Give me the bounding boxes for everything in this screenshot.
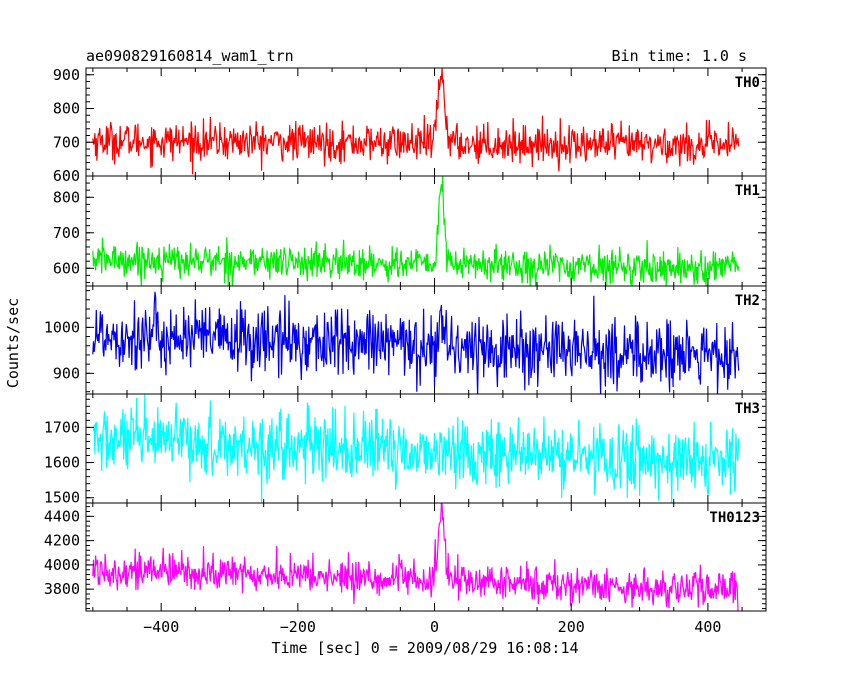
y-tick-label: 1000	[44, 318, 80, 336]
y-tick-label: 900	[53, 364, 80, 382]
panel-th0123: 3800 4000 4200 4400 TH0123	[44, 502, 767, 612]
y-tick-label: 3800	[44, 580, 80, 598]
source-name-label: ae090829160814_wam1_trn	[86, 47, 294, 65]
y-tick-label: 800	[53, 100, 80, 118]
y-tick-label: 1600	[44, 454, 80, 472]
y-tick-label: 700	[53, 224, 80, 242]
x-tick-label: 400	[694, 618, 721, 636]
panel-label-th2: TH2	[735, 293, 760, 309]
y-tick-label: 1500	[44, 489, 80, 507]
series-th0	[92, 68, 740, 175]
x-axis-label: Time [sec] 0 = 2009/08/29 16:08:14	[271, 639, 578, 657]
series-th1	[92, 176, 740, 286]
series-th2	[92, 291, 740, 394]
y-axis-label: Counts/sec	[4, 298, 22, 388]
panel-th1: 600 700 800 TH1	[53, 175, 767, 287]
y-tick-label: 600	[53, 259, 80, 277]
x-tick-label: 200	[558, 618, 585, 636]
panel-th0: 600 700 800 900 TH0	[53, 66, 767, 185]
y-tick-label: 4400	[44, 507, 80, 525]
y-tick-label: 600	[53, 167, 80, 185]
series-th0123	[92, 503, 739, 611]
panel-label-th0: TH0	[735, 75, 760, 91]
y-tick-label: 800	[53, 188, 80, 206]
x-tick-label: −200	[280, 618, 316, 636]
x-tick-label: −400	[143, 618, 179, 636]
panel-frame	[85, 502, 767, 612]
panel-th3: 1500 1600 1700 TH3	[44, 393, 767, 507]
y-tick-label: 1700	[44, 418, 80, 436]
bin-time-label: Bin time: 1.0 s	[612, 47, 747, 65]
y-tick-label: 900	[53, 66, 80, 84]
y-tick-label: 4000	[44, 556, 80, 574]
x-tick-label: 0	[430, 618, 439, 636]
y-tick-label: 4200	[44, 532, 80, 550]
panels-group: 600 700 800 900 TH0 600 700 800 TH1 900 1000 TH2 150…	[44, 66, 767, 636]
panel-label-th3: TH3	[735, 401, 760, 417]
panel-th2: 900 1000 TH2	[44, 285, 767, 395]
panel-frame	[85, 67, 767, 177]
series-th3	[92, 394, 740, 503]
y-tick-label: 700	[53, 133, 80, 151]
panel-label-th1: TH1	[735, 183, 760, 199]
panel-label-th0123: TH0123	[709, 510, 760, 526]
